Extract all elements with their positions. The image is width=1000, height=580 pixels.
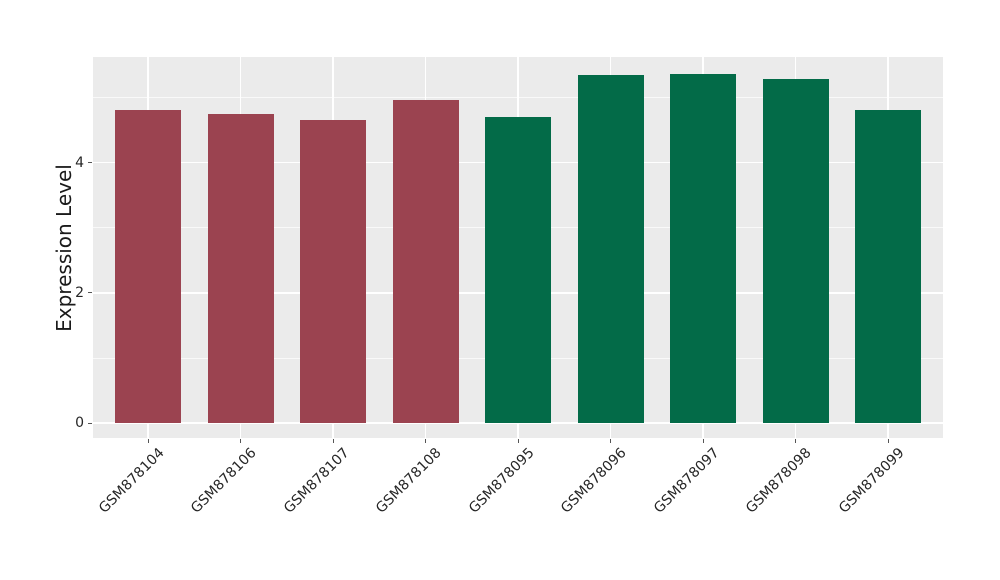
y-tick-label-4: 4	[75, 154, 84, 171]
x-tick-GSM878108	[425, 439, 426, 443]
x-tick-label-GSM878097: GSM878097	[650, 445, 723, 517]
x-tick-GSM878098	[795, 439, 796, 443]
bar-GSM878095	[485, 117, 551, 423]
y-tick-label-0: 0	[75, 415, 84, 431]
bar-GSM878106	[207, 113, 274, 423]
bar-GSM878107	[300, 120, 366, 423]
bar-GSM878104	[115, 109, 181, 423]
x-tick-label-GSM878099: GSM878099	[835, 445, 908, 517]
x-tick-GSM878106	[240, 439, 241, 443]
x-tick-label-GSM878108: GSM878108	[373, 445, 445, 517]
x-tick-label-GSM878107: GSM878107	[280, 445, 353, 517]
x-tick-GSM878096	[610, 439, 611, 443]
x-tick-GSM878104	[147, 439, 149, 443]
y-tick-label-2: 2	[75, 284, 84, 301]
bar-GSM878108	[392, 100, 459, 423]
bar-GSM878099	[855, 109, 921, 423]
y-tick-0	[88, 422, 92, 424]
x-tick-label-GSM878104: GSM878104	[95, 445, 168, 517]
x-tick-label-GSM878096: GSM878096	[558, 445, 630, 517]
y-tick-2	[88, 292, 92, 294]
y-tick-4	[88, 162, 92, 164]
x-tick-GSM878099	[887, 439, 889, 443]
x-tick-GSM878107	[332, 439, 334, 443]
x-tick-GSM878097	[702, 439, 704, 443]
x-tick-label-GSM878098: GSM878098	[743, 445, 815, 517]
y-axis-title: Expression Level	[52, 163, 76, 332]
bar-GSM878098	[762, 79, 829, 423]
x-tick-GSM878095	[517, 439, 519, 443]
x-tick-label-GSM878095: GSM878095	[465, 445, 538, 517]
bar-GSM878096	[577, 74, 644, 423]
x-tick-label-GSM878106: GSM878106	[188, 445, 260, 517]
bar-GSM878097	[670, 74, 736, 423]
